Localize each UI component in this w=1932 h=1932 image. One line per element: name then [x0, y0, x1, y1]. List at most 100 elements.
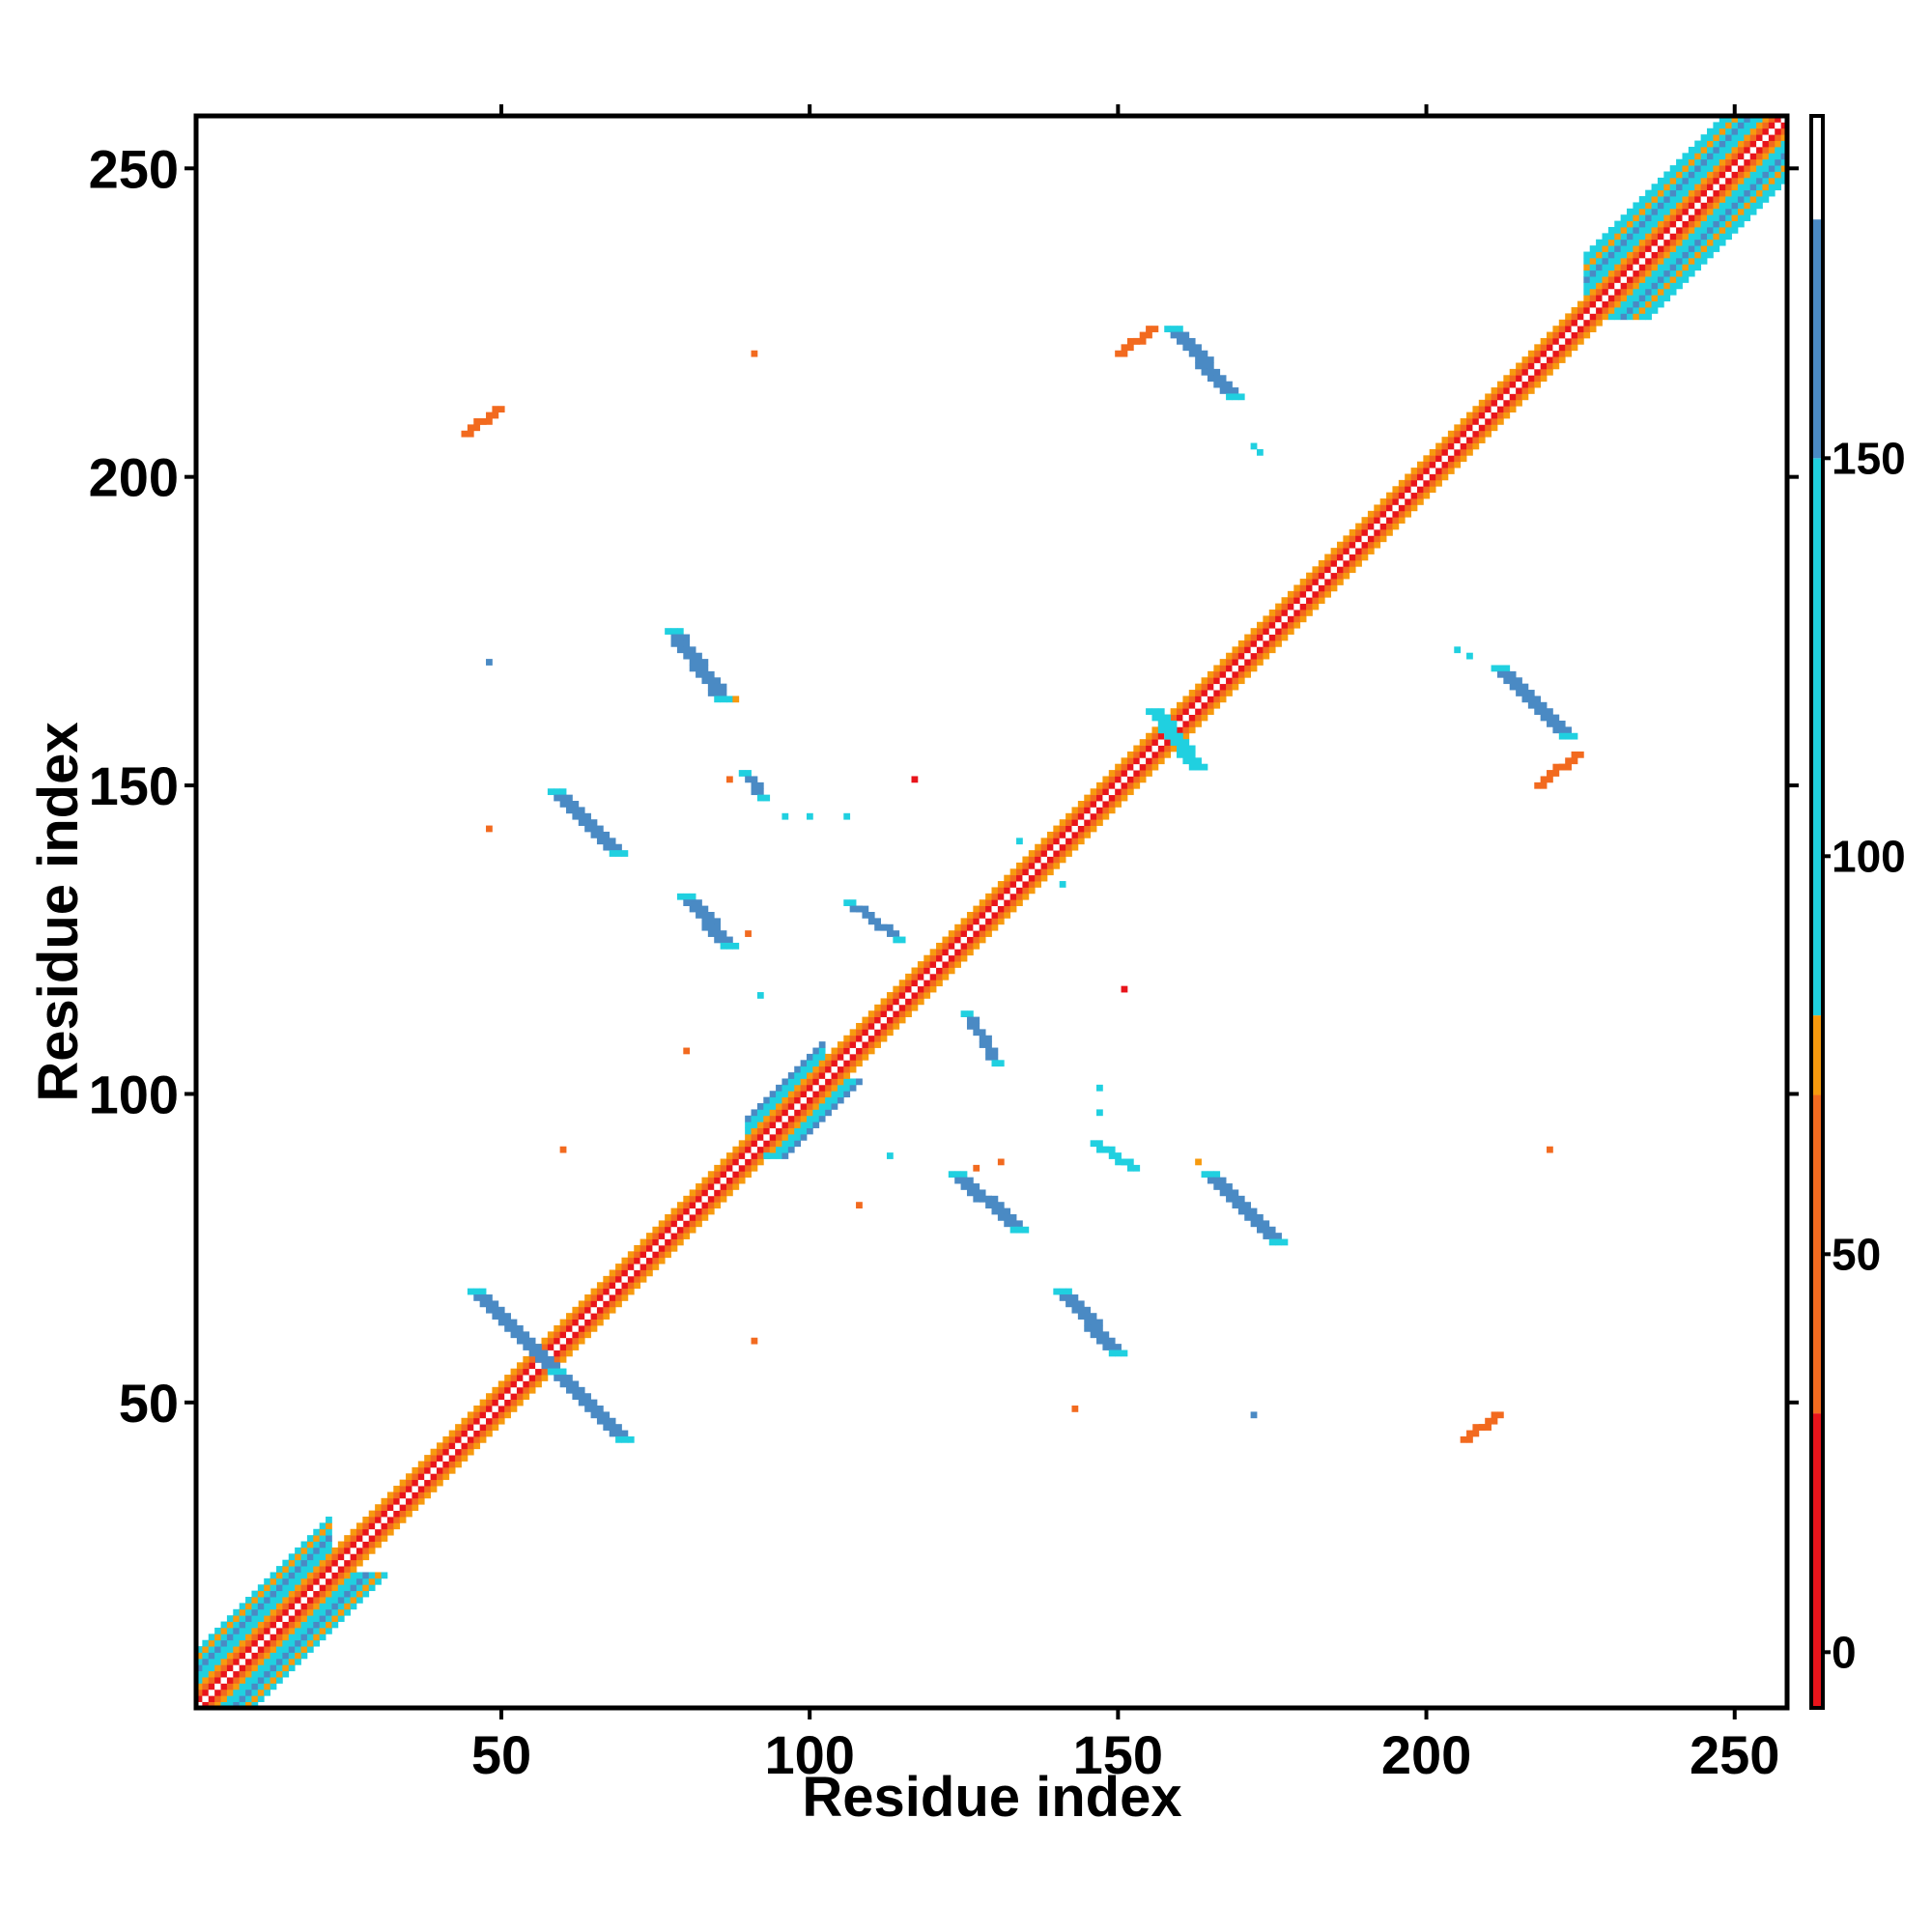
diagonal-band-cell: [1059, 843, 1066, 851]
diagonal-band-cell: [295, 1584, 301, 1592]
contact-cell: [1053, 1288, 1061, 1295]
diagonal-band-cell: [251, 1597, 259, 1604]
diagonal-band-cell: [1627, 282, 1634, 290]
diagonal-band-cell: [300, 1547, 308, 1554]
y-tick-label: 250: [89, 138, 179, 199]
contact-cell: [1226, 393, 1233, 401]
diagonal-band-cell: [1602, 239, 1609, 246]
contact-cell: [707, 912, 715, 919]
diagonal-band-cell: [220, 1658, 228, 1665]
diagonal-band-cell: [1780, 134, 1788, 141]
diagonal-band-cell: [288, 1603, 296, 1610]
contact-cell: [991, 1195, 999, 1203]
diagonal-band-cell: [448, 1455, 456, 1462]
contact-cell: [621, 1435, 629, 1443]
diagonal-band-cell: [1374, 517, 1381, 524]
diagonal-band-cell: [874, 1029, 881, 1037]
contact-cell: [473, 417, 481, 425]
diagonal-band-cell: [1182, 732, 1190, 740]
diagonal-band-cell: [1762, 153, 1770, 160]
contact-cell: [862, 912, 869, 919]
contact-point: [763, 1152, 771, 1159]
diagonal-band-cell: [862, 1029, 869, 1037]
diagonal-band-cell: [300, 1584, 308, 1592]
contact-cell: [1059, 1288, 1066, 1295]
diagonal-band-cell: [676, 1202, 684, 1209]
diagonal-band-cell: [911, 967, 919, 975]
diagonal-band-cell: [362, 1572, 370, 1579]
contact-cell: [1188, 350, 1196, 357]
diagonal-band-cell: [1466, 424, 1473, 432]
diagonal-band-cell: [954, 961, 961, 968]
contact-cell: [1071, 1306, 1079, 1314]
diagonal-band-cell: [196, 1658, 203, 1665]
diagonal-band-cell: [233, 1695, 241, 1703]
diagonal-cell: [417, 1479, 425, 1487]
diagonal-band-cell: [696, 1213, 702, 1221]
diagonal-band-cell: [375, 1516, 382, 1523]
contact-cell: [497, 406, 505, 413]
diagonal-band-cell: [295, 1658, 301, 1665]
diagonal-band-cell: [1719, 220, 1726, 228]
diagonal-band-cell: [288, 1584, 296, 1592]
diagonal-band-cell: [1737, 165, 1745, 172]
diagonal-band-cell: [233, 1658, 241, 1665]
diagonal-band-cell: [202, 1664, 210, 1672]
diagonal-band-cell: [1496, 417, 1504, 425]
diagonal-band-cell: [1589, 251, 1597, 259]
diagonal-band-cell: [1614, 226, 1622, 234]
contact-cell: [960, 1183, 968, 1190]
diagonal-band-cell: [368, 1541, 376, 1548]
diagonal-band-cell: [399, 1510, 407, 1518]
contact-cell: [590, 819, 598, 826]
diagonal-band-cell: [1046, 868, 1054, 876]
contact-cell: [670, 634, 678, 641]
contact-point: [856, 1202, 863, 1209]
diagonal-cell: [264, 1634, 270, 1641]
diagonal-cell: [880, 1016, 888, 1024]
contact-cell: [720, 683, 727, 691]
diagonal-band-cell: [751, 1164, 758, 1172]
diagonal-band-cell: [800, 1103, 808, 1110]
diagonal-band-cell: [1602, 313, 1609, 321]
diagonal-band-cell: [300, 1627, 308, 1634]
contact-cell: [966, 1010, 974, 1017]
contact-cell: [1096, 1140, 1103, 1148]
contact-cell: [1071, 1300, 1079, 1308]
diagonal-band-cell: [1663, 282, 1671, 290]
diagonal-band-cell: [1485, 417, 1492, 425]
diagonal-band-cell: [893, 992, 900, 999]
diagonal-band-cell: [1157, 751, 1165, 758]
diagonal-band-cell: [300, 1615, 308, 1622]
diagonal-band-cell: [806, 1115, 813, 1122]
diagonal-band-cell: [609, 1306, 616, 1314]
contact-cell: [973, 1016, 980, 1024]
diagonal-cell: [929, 967, 937, 975]
diagonal-band-cell: [646, 1244, 653, 1252]
diagonal-band-cell: [1737, 146, 1745, 154]
diagonal-band-cell: [479, 1435, 487, 1443]
diagonal-band-cell: [1237, 646, 1245, 654]
diagonal-band-cell: [331, 1597, 339, 1604]
diagonal-band-cell: [1485, 399, 1492, 407]
diagonal-band-cell: [275, 1634, 283, 1641]
diagonal-band-cell: [942, 936, 950, 944]
diagonal-band-cell: [1651, 208, 1659, 215]
diagonal-band-cell: [1676, 196, 1683, 203]
diagonal-band-cell: [1398, 510, 1406, 518]
diagonal-band-cell: [1077, 801, 1085, 808]
contact-cell: [745, 770, 752, 777]
diagonal-band-cell: [1719, 134, 1726, 141]
diagonal-band-cell: [467, 1442, 474, 1450]
diagonal-cell: [720, 1177, 727, 1184]
diagonal-band-cell: [1749, 202, 1757, 210]
diagonal-band-cell: [1460, 424, 1467, 432]
contact-cell: [676, 639, 684, 647]
diagonal-band-cell: [326, 1615, 332, 1622]
diagonal-band-cell: [1090, 812, 1097, 820]
diagonal-band-cell: [609, 1300, 616, 1308]
contact-cell: [1275, 1233, 1282, 1239]
diagonal-band-cell: [1250, 639, 1258, 647]
diagonal-band-cell: [1657, 288, 1664, 296]
diagonal-band-cell: [1676, 239, 1683, 246]
